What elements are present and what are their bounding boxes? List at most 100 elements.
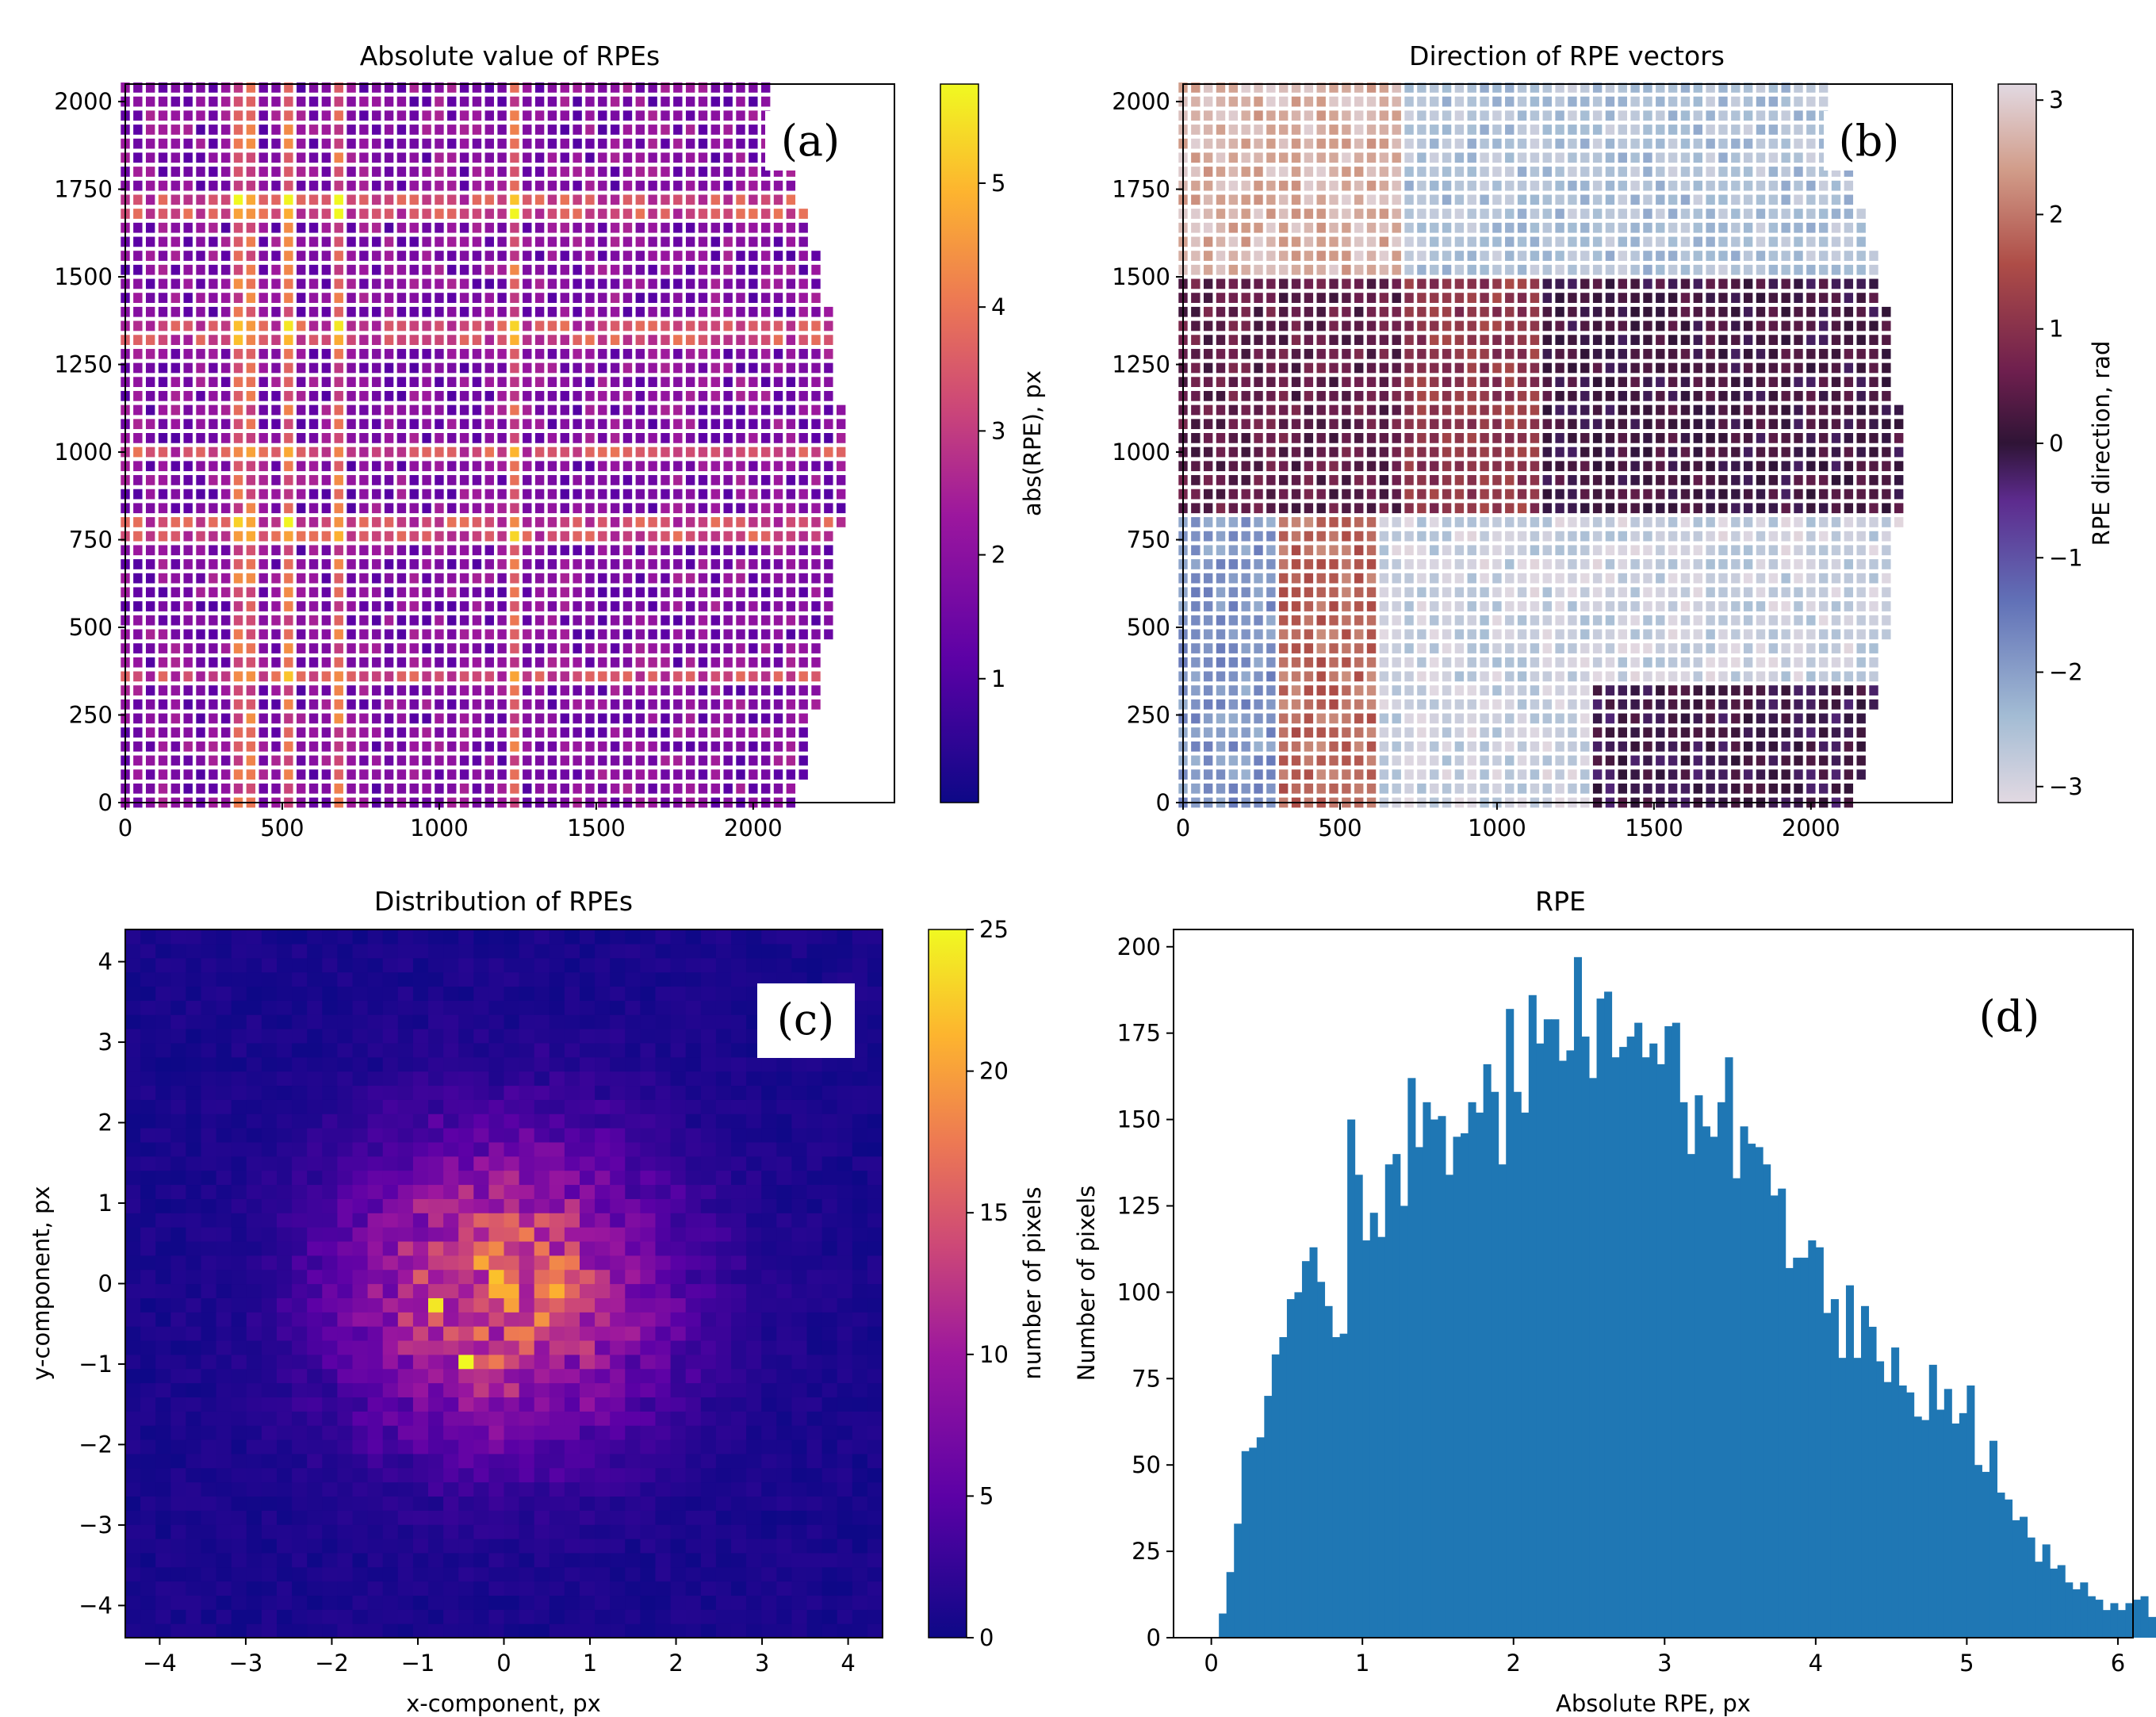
grid-point xyxy=(396,362,407,374)
grid-point xyxy=(209,517,218,527)
grid-point xyxy=(736,390,745,401)
grid-point xyxy=(560,685,569,696)
grid-point xyxy=(749,209,758,219)
grid-point xyxy=(170,615,181,626)
grid-point xyxy=(1492,461,1502,472)
grid-point xyxy=(1618,531,1627,542)
grid-point xyxy=(1278,503,1289,514)
grid-point xyxy=(435,727,444,738)
grid-point xyxy=(170,209,181,219)
grid-point xyxy=(271,446,281,458)
grid-point xyxy=(635,503,645,514)
grid-point xyxy=(1203,741,1213,752)
grid-point xyxy=(396,264,407,275)
grid-point xyxy=(435,377,444,388)
grid-point xyxy=(409,531,419,542)
grid-point xyxy=(698,222,708,233)
grid-point xyxy=(484,209,494,219)
grid-point xyxy=(661,517,670,527)
grid-point xyxy=(158,769,168,780)
grid-point xyxy=(661,573,670,584)
grid-point xyxy=(447,615,457,626)
grid-point xyxy=(573,222,582,233)
grid-point xyxy=(1254,769,1263,780)
grid-point xyxy=(158,320,168,332)
grid-point xyxy=(1404,545,1414,556)
grid-point xyxy=(749,390,758,401)
grid-point xyxy=(673,685,683,696)
grid-point xyxy=(523,209,532,219)
grid-point xyxy=(246,293,256,303)
grid-point xyxy=(308,138,319,149)
grid-point xyxy=(472,293,482,303)
grid-point xyxy=(1454,629,1465,640)
grid-point xyxy=(297,348,306,359)
grid-point xyxy=(1366,643,1377,653)
grid-point xyxy=(598,657,607,668)
grid-point xyxy=(622,615,633,626)
grid-point xyxy=(1228,306,1239,317)
grid-point xyxy=(1530,587,1540,598)
grid-point xyxy=(359,209,369,219)
grid-point xyxy=(170,362,181,374)
grid-point xyxy=(661,377,670,388)
grid-point xyxy=(1379,741,1389,752)
grid-point xyxy=(1718,741,1728,752)
grid-point xyxy=(648,783,657,794)
grid-point xyxy=(736,419,745,430)
grid-point xyxy=(384,96,394,107)
grid-point xyxy=(710,390,721,401)
grid-point xyxy=(1404,629,1414,640)
grid-point xyxy=(1530,699,1540,710)
grid-point xyxy=(1304,306,1314,317)
grid-point xyxy=(547,180,557,191)
grid-point xyxy=(196,671,205,682)
grid-point xyxy=(786,489,796,500)
grid-point xyxy=(1203,362,1213,374)
grid-point xyxy=(347,306,356,317)
grid-point xyxy=(246,320,256,332)
grid-point xyxy=(297,657,306,668)
grid-point xyxy=(1542,657,1552,668)
panel-a-colorbar xyxy=(940,83,979,803)
grid-point xyxy=(1605,783,1615,794)
grid-point xyxy=(1818,377,1829,388)
grid-point xyxy=(1680,559,1691,569)
grid-point xyxy=(1278,461,1289,472)
grid-point xyxy=(321,278,331,289)
grid-point xyxy=(384,335,394,345)
grid-point xyxy=(1781,699,1790,710)
grid-point xyxy=(598,377,607,388)
grid-point xyxy=(472,278,482,289)
grid-point xyxy=(334,377,343,388)
grid-point xyxy=(1844,685,1854,696)
grid-point xyxy=(1882,419,1891,430)
grid-point xyxy=(534,503,545,514)
grid-point xyxy=(635,433,645,443)
grid-point xyxy=(271,461,281,472)
grid-point xyxy=(1806,517,1816,527)
grid-point xyxy=(1656,545,1665,556)
grid-point xyxy=(786,433,796,443)
grid-point xyxy=(1480,306,1489,317)
grid-point xyxy=(158,377,168,388)
grid-point xyxy=(661,222,670,233)
grid-point xyxy=(308,671,319,682)
grid-point xyxy=(1706,335,1715,345)
grid-point xyxy=(1442,559,1452,569)
grid-point xyxy=(698,446,708,458)
grid-point xyxy=(698,377,708,388)
panel-b-title: Direction of RPE vectors xyxy=(1409,40,1725,71)
grid-point xyxy=(297,727,306,738)
grid-point xyxy=(1354,531,1364,542)
grid-point xyxy=(773,489,783,500)
grid-point xyxy=(1417,531,1426,542)
grid-point xyxy=(736,601,745,611)
grid-point xyxy=(773,390,783,401)
grid-point xyxy=(459,152,469,163)
grid-point xyxy=(1668,601,1678,611)
grid-point xyxy=(158,685,168,696)
grid-point xyxy=(1241,559,1250,569)
grid-point xyxy=(1718,573,1728,584)
grid-point xyxy=(1542,461,1552,472)
